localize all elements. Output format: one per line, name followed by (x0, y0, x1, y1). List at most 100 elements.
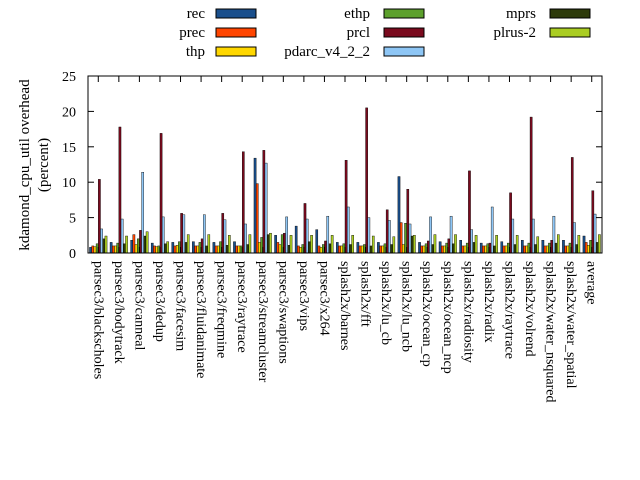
bar-thp-parsec3-facesim (175, 245, 179, 254)
bar-mprs-splash2x-ocean-ncp (452, 243, 455, 254)
bar-prec-parsec3-blackscholes (91, 245, 95, 254)
bar-pdarc-v4-2-2-parsec3-fluidanimate (203, 214, 206, 254)
x-tick-label-parsec3-vips: parsec3/vips (296, 261, 311, 331)
bar-prec-splash2x-water-nsquared (543, 245, 547, 254)
bar-pdarc-v4-2-2-parsec3-vips (305, 218, 309, 254)
bar-mprs-parsec3-fluidanimate (205, 245, 208, 254)
bar-rec-parsec3-streamcluster (253, 157, 257, 254)
legend-swatch (549, 27, 591, 38)
bar-plrus-2-splash2x-ocean-ncp (454, 234, 457, 254)
bar-mprs-splash2x-lu-ncb (410, 235, 414, 254)
bar-mprs-splash2x-water-nsquared (554, 242, 558, 254)
legend-item-pdarc-v4-2-2: pdarc_v4_2_2 (284, 44, 425, 60)
x-tick-label-parsec3-bodytrack: parsec3/bodytrack (111, 261, 126, 364)
bar-prcl-parsec3-bodytrack (118, 126, 122, 254)
legend-item-prec: prec (179, 25, 257, 41)
y-tick-label: 0 (69, 247, 76, 262)
x-tick-label-parsec3-freqmine: parsec3/freqmine (214, 261, 229, 358)
bar-pdarc-v4-2-2-splash2x-ocean-cp (429, 216, 432, 254)
bar-rec-parsec3-dedup (150, 242, 154, 254)
bar-plrus-2-parsec3-raytrace (248, 234, 252, 254)
bar-plrus-2-parsec3-x264 (330, 235, 334, 254)
bar-plrus-2-parsec3-blackscholes (104, 235, 108, 254)
x-tick-label-parsec3-x264: parsec3/x264 (316, 261, 331, 336)
bar-thp-parsec3-fluidanimate (196, 245, 200, 254)
bar-prcl-splash2x-lu-ncb (406, 189, 410, 254)
bar-mprs-splash2x-barnes (349, 244, 352, 254)
bar-pdarc-v4-2-2-splash2x-volrend (532, 218, 535, 254)
x-tick-label-splash2x-ocean-cp: splash2x/ocean_cp (419, 261, 434, 367)
bar-rec-parsec3-fluidanimate (192, 241, 195, 254)
bar-thp-average (587, 245, 590, 254)
bar-thp-splash2x-water-spatial (566, 245, 570, 254)
bar-mprs-parsec3-streamcluster (266, 234, 270, 254)
bar-mprs-splash2x-fft (369, 245, 373, 254)
legend: rec prec thp ethp prcl pdarc_v4_2_2 mprs plrus-… (179, 6, 591, 60)
bar-pdarc-v4-2-2-splash2x-barnes (347, 206, 350, 254)
bar-mprs-splash2x-ocean-cp (431, 244, 435, 254)
bar-plrus-2-parsec3-bodytrack (125, 235, 128, 254)
bar-mprs-splash2x-lu-cb (390, 244, 393, 254)
bar-prec-parsec3-fluidanimate (194, 245, 197, 254)
bar-pdarc-v4-2-2-parsec3-dedup (161, 216, 165, 254)
bar-thp-parsec3-vips (299, 247, 302, 254)
x-tick-label-splash2x-raytrace: splash2x/raytrace (501, 261, 516, 359)
legend-label: rec (187, 6, 206, 22)
bar-pdarc-v4-2-2-splash2x-raytrace (511, 218, 515, 254)
bar-plrus-2-splash2x-radix (495, 235, 498, 254)
bar-pdarc-v4-2-2-splash2x-radiosity (470, 229, 473, 254)
bar-plrus-2-splash2x-lu-cb (392, 236, 396, 254)
bar-mprs-parsec3-freqmine (225, 245, 229, 254)
bar-thp-splash2x-volrend (525, 245, 529, 254)
bar-pdarc-v4-2-2-parsec3-facesim (182, 214, 186, 254)
bar-thp-splash2x-water-nsquared (546, 245, 549, 254)
bar-mprs-parsec3-swaptions (287, 245, 291, 254)
bar-rec-splash2x-radiosity (459, 240, 462, 254)
bar-plrus-2-splash2x-lu-ncb (413, 235, 416, 254)
bar-plrus-2-splash2x-ocean-cp (433, 234, 437, 254)
x-tick-label-splash2x-barnes: splash2x/barnes (337, 261, 352, 350)
legend-swatch (383, 8, 425, 19)
bar-thp-splash2x-ocean-cp (422, 245, 426, 254)
x-tick-label-splash2x-lu-cb: splash2x/lu_cb (378, 261, 393, 345)
bar-plrus-2-splash2x-water-nsquared (557, 234, 560, 254)
x-tick-label-parsec3-blackscholes: parsec3/blackscholes (90, 261, 105, 379)
x-tick-label-splash2x-water-nsquared: splash2x/water_nsquared (543, 261, 558, 403)
y-ticks: 0 5 10 15 20 25 (62, 70, 602, 262)
bar-rec-splash2x-barnes (336, 242, 339, 254)
legend-item-ethp: ethp (344, 6, 425, 22)
x-tick-label-splash2x-fft: splash2x/fft (358, 261, 373, 327)
bar-thp-parsec3-dedup (155, 246, 158, 254)
bar-pdarc-v4-2-2-splash2x-water-nsquared (552, 215, 556, 254)
bar-pdarc-v4-2-2-parsec3-swaptions (285, 216, 288, 254)
bar-mprs-splash2x-water-spatial (575, 244, 578, 254)
bar-plrus-2-splash2x-radiosity (474, 235, 478, 254)
bar-prec-parsec3-vips (297, 245, 300, 254)
bar-plrus-2-parsec3-dedup (166, 241, 169, 254)
bar-rec-splash2x-radix (479, 242, 483, 254)
x-tick-label-splash2x-lu-ncb: splash2x/lu_ncb (399, 261, 414, 352)
bar-plrus-2-splash2x-fft (371, 235, 375, 254)
x-tick-label-splash2x-volrend: splash2x/volrend (522, 261, 537, 357)
bar-pdarc-v4-2-2-splash2x-ocean-ncp (449, 215, 453, 254)
bar-rec-splash2x-ocean-ncp (438, 241, 442, 254)
bar-prcl-splash2x-raytrace (509, 192, 512, 254)
bar-thp-parsec3-bodytrack (114, 245, 117, 254)
bar-rec-parsec3-blackscholes (89, 247, 92, 254)
bar-pdarc-v4-2-2-splash2x-fft (367, 217, 371, 254)
bar-prec-parsec3-x264 (317, 245, 321, 254)
y-axis-unit: (percent) (36, 138, 52, 192)
bar-prcl-parsec3-dedup (159, 133, 163, 254)
bar-thp-splash2x-ocean-ncp (443, 245, 446, 254)
bar-prcl-splash2x-volrend (529, 116, 533, 254)
x-tick-label-parsec3-canneal: parsec3/canneal (131, 261, 146, 350)
y-axis-title: kdamond_cpu_util overhead (percent) (17, 79, 52, 251)
bar-mprs-parsec3-vips (308, 241, 311, 254)
bar-prec-splash2x-water-spatial (564, 245, 567, 254)
legend-label: prcl (347, 25, 370, 41)
bar-prec-parsec3-swaptions (276, 242, 280, 254)
bar-thp-splash2x-fft (360, 245, 364, 254)
bar-prec-splash2x-ocean-ncp (441, 245, 444, 254)
bar-thp-parsec3-raytrace (237, 245, 241, 254)
